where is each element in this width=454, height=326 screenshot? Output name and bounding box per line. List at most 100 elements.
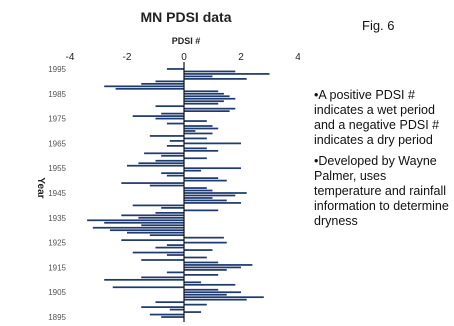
note-positive-negative: •A positive PDSI # indicates a wet perio… xyxy=(314,88,440,147)
pdsi-bar xyxy=(184,273,219,276)
pdsi-bar xyxy=(184,288,219,291)
y-tick-label: 1935 xyxy=(48,214,66,223)
pdsi-bar xyxy=(184,293,227,296)
pdsi-bar xyxy=(138,216,184,219)
pdsi-bar xyxy=(184,100,224,103)
pdsi-bar xyxy=(184,73,270,75)
pdsi-bar xyxy=(184,303,207,306)
pdsi-bar xyxy=(132,204,184,207)
pdsi-bar xyxy=(161,172,184,175)
pdsi-bar xyxy=(141,276,184,279)
pdsi-bar xyxy=(184,75,213,78)
pdsi-bar xyxy=(184,236,224,239)
pdsi-bar xyxy=(138,162,184,165)
pdsi-bar xyxy=(184,102,219,105)
pdsi-bar xyxy=(166,174,184,177)
y-tick-label: 1975 xyxy=(48,115,66,124)
pdsi-bar xyxy=(161,316,184,318)
pdsi-bar xyxy=(121,239,184,242)
pdsi-bar xyxy=(155,246,184,249)
pdsi-bar xyxy=(184,125,213,127)
pdsi-bar xyxy=(121,182,184,184)
pdsi-bar xyxy=(184,283,236,286)
pdsi-bar xyxy=(184,120,207,122)
pdsi-bar xyxy=(184,264,253,266)
pdsi-bar xyxy=(161,207,184,209)
pdsi-bar xyxy=(166,244,184,246)
pdsi-bar xyxy=(184,241,227,244)
pdsi-bar xyxy=(112,286,184,289)
x-tick-label: 0 xyxy=(181,52,187,63)
pdsi-bar xyxy=(184,192,247,194)
pdsi-bar xyxy=(184,298,247,301)
pdsi-bar xyxy=(104,278,184,281)
pdsi-bar xyxy=(184,107,236,110)
pdsi-bar xyxy=(184,256,207,259)
y-tick-label: 1995 xyxy=(48,65,66,74)
pdsi-bar xyxy=(132,115,184,117)
y-tick-label: 1985 xyxy=(48,90,66,99)
pdsi-bar xyxy=(184,179,227,182)
pdsi-bar xyxy=(166,122,184,125)
pdsi-bar xyxy=(184,157,207,160)
pdsi-bar xyxy=(184,167,241,170)
figure-label: Fig. 6 xyxy=(362,18,395,33)
pdsi-bar xyxy=(184,92,224,95)
pdsi-bar xyxy=(184,187,207,189)
pdsi-bar xyxy=(166,271,184,274)
pdsi-bar xyxy=(184,266,241,269)
pdsi-bar xyxy=(184,132,213,135)
pdsi-bar xyxy=(184,95,230,98)
pdsi-bar xyxy=(104,221,184,224)
pdsi-bar xyxy=(184,269,227,271)
pdsi-bar xyxy=(184,189,213,192)
pdsi-bar xyxy=(184,169,202,172)
x-tick-label: -2 xyxy=(123,52,132,63)
x-tick-label: 4 xyxy=(295,52,300,63)
pdsi-bar xyxy=(127,164,184,167)
y-tick-label: 1925 xyxy=(48,239,66,248)
pdsi-bar xyxy=(184,127,219,130)
pdsi-bar xyxy=(184,311,202,313)
pdsi-bar xyxy=(149,184,184,187)
pdsi-bar xyxy=(115,87,184,90)
y-axis-label: Year xyxy=(35,177,46,198)
pdsi-bar xyxy=(184,97,236,100)
pdsi-bar xyxy=(161,112,184,115)
pdsi-bar xyxy=(92,226,184,229)
y-tick-label: 1905 xyxy=(48,288,66,297)
pdsi-bar xyxy=(184,147,207,150)
x-tick-label: -4 xyxy=(66,52,75,63)
pdsi-bar xyxy=(127,231,184,234)
pdsi-bar xyxy=(184,149,219,152)
pdsi-bar xyxy=(141,259,184,261)
pdsi-bar xyxy=(141,306,184,308)
pdsi-bar xyxy=(184,202,241,204)
pdsi-bar xyxy=(104,85,184,88)
pdsi-bar xyxy=(121,214,184,217)
y-tick-label: 1915 xyxy=(48,263,66,272)
pdsi-bar xyxy=(184,261,219,264)
pdsi-bar xyxy=(155,117,184,120)
pdsi-bar xyxy=(155,80,184,83)
pdsi-bar xyxy=(169,140,184,142)
pdsi-bar xyxy=(161,154,184,157)
y-tick-label: 1895 xyxy=(48,313,66,322)
pdsi-bar xyxy=(109,229,184,232)
pdsi-bar xyxy=(166,68,184,70)
note-developed-by: •Developed by Wayne Palmer, uses tempera… xyxy=(314,154,449,228)
pdsi-bar xyxy=(144,152,184,155)
pdsi-bar xyxy=(184,90,219,93)
pdsi-chart-svg: MN PDSI data PDSI # -4 -2 0 2 4 Year 1895 1905 191… xyxy=(35,9,300,322)
pdsi-bar xyxy=(141,82,184,85)
pdsi-bar xyxy=(87,219,184,222)
notes-list: •A positive PDSI # indicates a wet perio… xyxy=(314,88,454,235)
pdsi-bar xyxy=(184,177,219,179)
x-tick-label: 2 xyxy=(238,52,244,63)
y-tick-label: 1945 xyxy=(48,189,66,198)
pdsi-bar xyxy=(184,194,236,197)
pdsi-bar xyxy=(184,137,207,140)
pdsi-bar xyxy=(184,197,213,199)
pdsi-bar xyxy=(149,135,184,137)
pdsi-bar xyxy=(184,110,230,113)
